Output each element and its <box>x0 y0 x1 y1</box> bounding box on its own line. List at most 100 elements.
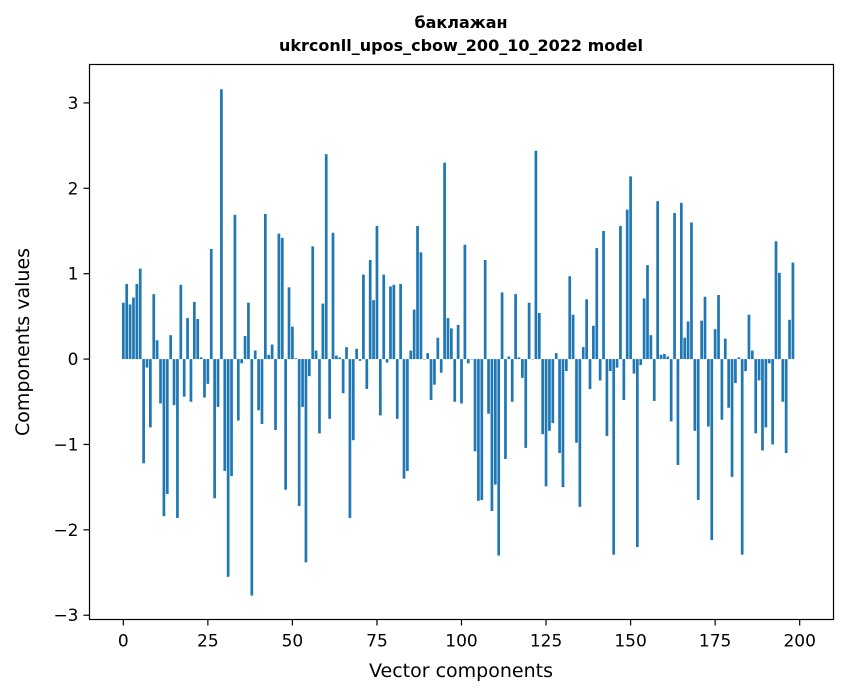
bar-8 <box>149 359 152 428</box>
bar-6 <box>142 359 145 464</box>
bar-137 <box>585 299 588 360</box>
bar-15 <box>172 359 176 406</box>
bar-115 <box>510 359 514 402</box>
x-tick-label: 0 <box>118 632 129 652</box>
bar-85 <box>409 350 413 360</box>
bar-59 <box>321 303 325 360</box>
bar-26 <box>209 248 213 360</box>
bar-132 <box>568 276 572 360</box>
bar-5 <box>138 268 142 360</box>
bar-146 <box>615 359 619 368</box>
y-tick-label: −1 <box>53 435 78 455</box>
bar-77 <box>382 274 386 360</box>
bar-76 <box>378 359 382 416</box>
bar-124 <box>541 359 545 435</box>
y-tick-label: −2 <box>53 521 78 541</box>
bar-105 <box>477 359 480 501</box>
bar-144 <box>608 359 612 372</box>
bar-123 <box>537 312 541 360</box>
bar-44 <box>270 344 274 360</box>
bar-110 <box>493 359 497 485</box>
bar-189 <box>761 359 764 451</box>
bar-127 <box>551 359 555 424</box>
y-tick-label: 3 <box>68 94 79 114</box>
bar-35 <box>240 359 244 364</box>
bar-160 <box>663 353 666 360</box>
bar-190 <box>764 359 768 428</box>
x-tick-label: 75 <box>366 632 388 652</box>
bar-82 <box>399 283 402 360</box>
bar-28 <box>216 359 220 407</box>
bar-187 <box>754 359 758 434</box>
bar-125 <box>544 359 548 487</box>
y-tick-label: 1 <box>68 265 79 285</box>
bar-178 <box>723 338 727 360</box>
bar-182 <box>737 357 741 360</box>
bar-135 <box>578 359 582 507</box>
bar-133 <box>571 314 575 360</box>
bar-183 <box>740 359 744 555</box>
x-axis-ticks: 0 25 50 75 100 125 150 175 200 <box>118 619 816 652</box>
bar-84 <box>406 359 409 471</box>
bars-group <box>121 89 795 596</box>
x-tick-label: 175 <box>699 632 731 652</box>
bar-86 <box>412 309 416 360</box>
bar-3 <box>132 297 135 360</box>
bar-68 <box>351 359 355 441</box>
bar-116 <box>514 294 517 360</box>
bar-143 <box>605 359 609 436</box>
bar-38 <box>250 359 254 596</box>
bar-194 <box>778 272 781 360</box>
bar-197 <box>788 319 791 360</box>
bar-61 <box>328 359 331 419</box>
bar-33 <box>233 214 237 360</box>
x-tick-label: 200 <box>783 632 815 652</box>
bar-50 <box>291 326 294 360</box>
bar-186 <box>750 350 754 360</box>
bar-66 <box>345 347 348 360</box>
bar-193 <box>774 241 778 360</box>
bar-101 <box>463 244 467 360</box>
bar-185 <box>747 314 751 360</box>
bar-53 <box>301 359 304 407</box>
bar-19 <box>186 318 189 360</box>
bar-24 <box>203 359 206 398</box>
bar-165 <box>679 202 683 360</box>
bar-51 <box>294 358 298 360</box>
bar-111 <box>497 359 501 556</box>
bar-192 <box>771 359 774 445</box>
bar-195 <box>781 359 785 402</box>
bar-175 <box>713 329 717 360</box>
bar-174 <box>710 359 714 541</box>
bar-172 <box>703 296 707 360</box>
bar-94 <box>439 359 443 373</box>
bar-107 <box>483 260 487 360</box>
bar-45 <box>274 359 277 430</box>
y-axis-label: Components values <box>12 248 34 436</box>
bar-46 <box>277 233 281 360</box>
bar-109 <box>490 359 494 512</box>
bar-163 <box>673 213 676 360</box>
bar-138 <box>588 359 592 389</box>
bar-180 <box>730 359 734 477</box>
bar-87 <box>416 225 419 360</box>
bar-140 <box>595 248 599 360</box>
bar-21 <box>192 301 196 360</box>
bar-150 <box>629 176 632 360</box>
bar-118 <box>521 359 524 378</box>
x-tick-label: 25 <box>197 632 219 652</box>
bar-99 <box>456 324 460 360</box>
bar-70 <box>358 359 362 361</box>
bar-156 <box>649 335 653 360</box>
bar-162 <box>669 359 673 422</box>
bar-95 <box>443 162 446 360</box>
bar-4 <box>135 283 139 360</box>
bar-168 <box>690 222 693 360</box>
bar-43 <box>267 354 271 360</box>
bar-48 <box>284 359 287 490</box>
bar-136 <box>581 347 585 360</box>
bar-63 <box>335 355 338 360</box>
bar-23 <box>199 357 203 360</box>
bar-93 <box>436 337 440 360</box>
bar-131 <box>564 359 568 372</box>
